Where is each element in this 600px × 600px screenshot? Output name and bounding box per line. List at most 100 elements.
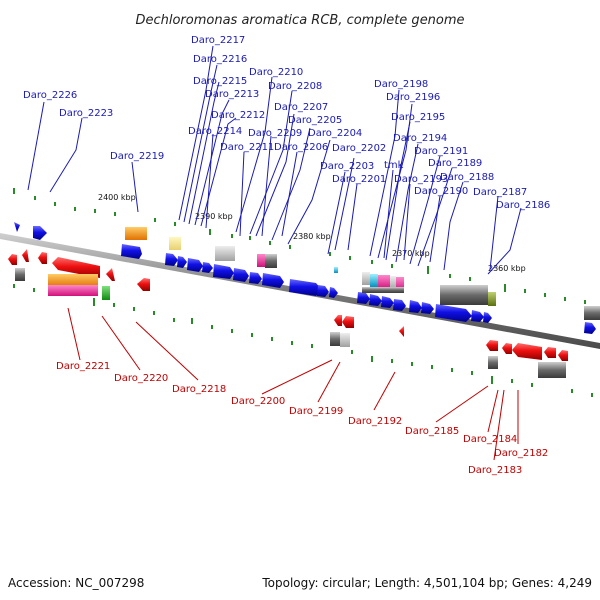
gene-arrow-reverse[interactable] <box>334 315 342 326</box>
gene-arrow-reverse[interactable] <box>558 350 568 361</box>
gene-arrow-reverse[interactable] <box>8 254 17 265</box>
gene-arrow-reverse[interactable] <box>38 252 47 264</box>
feature-block-green[interactable] <box>102 286 110 300</box>
feature-block-yellow[interactable] <box>169 237 181 250</box>
gene-arrow-forward[interactable] <box>584 322 596 334</box>
gene-arrow-forward[interactable] <box>483 312 492 323</box>
gene-arrow-forward[interactable] <box>33 226 47 240</box>
feature-block-gray[interactable] <box>330 332 340 346</box>
gene-label[interactable]: Daro_2226 <box>23 90 77 101</box>
gene-label[interactable]: Daro_2193 <box>394 174 448 185</box>
gene-arrow-forward[interactable] <box>14 222 20 232</box>
feature-block-gray[interactable] <box>584 306 600 320</box>
feature-block-gray[interactable] <box>215 246 235 261</box>
gene-arrow-forward[interactable] <box>187 258 203 272</box>
gene-label[interactable]: Daro_2223 <box>59 108 113 119</box>
gene-label[interactable]: Daro_2206 <box>274 142 328 153</box>
gene-arrow-forward[interactable] <box>202 262 213 273</box>
gene-arrow-reverse[interactable] <box>106 268 115 281</box>
feature-block-light[interactable] <box>390 276 396 290</box>
gene-label[interactable]: Daro_2215 <box>193 76 247 87</box>
gene-arrow-forward[interactable] <box>369 294 382 306</box>
gene-label[interactable]: Daro_2191 <box>414 146 468 157</box>
gene-arrow-reverse[interactable] <box>512 343 542 360</box>
gene-arrow-forward[interactable] <box>471 310 484 322</box>
gene-label[interactable]: Daro_2220 <box>114 373 168 384</box>
gene-arrow-forward[interactable] <box>357 292 370 304</box>
gene-label[interactable]: Daro_2219 <box>110 151 164 162</box>
gene-label[interactable]: Daro_2190 <box>414 186 468 197</box>
gene-label[interactable]: Daro_2196 <box>386 92 440 103</box>
gene-label[interactable]: Daro_2189 <box>428 158 482 169</box>
gene-arrow-forward[interactable] <box>121 244 142 259</box>
gene-arrow-reverse[interactable] <box>544 347 556 358</box>
gene-label[interactable]: Daro_2182 <box>494 448 548 459</box>
gene-label[interactable]: Daro_2194 <box>393 133 447 144</box>
gene-arrow-reverse[interactable] <box>486 340 498 351</box>
gene-label[interactable]: Daro_2204 <box>308 128 362 139</box>
gene-arrow-reverse[interactable] <box>137 278 150 291</box>
gene-label[interactable]: Daro_2213 <box>205 89 259 100</box>
gene-label[interactable]: Daro_2187 <box>473 187 527 198</box>
gene-arrow-reverse[interactable] <box>399 326 404 337</box>
gene-label[interactable]: Daro_2209 <box>248 128 302 139</box>
gene-arrow-forward[interactable] <box>381 296 394 308</box>
feature-block-gray[interactable] <box>362 287 404 293</box>
feature-block-cyan[interactable] <box>370 274 378 287</box>
gene-label[interactable]: Daro_2184 <box>463 434 517 445</box>
feature-block-pink[interactable] <box>48 285 98 296</box>
gene-arrow-forward[interactable] <box>213 264 234 279</box>
gene-label[interactable]: Daro_2192 <box>348 416 402 427</box>
gene-arrow-reverse[interactable] <box>342 316 354 328</box>
gene-arrow-forward[interactable] <box>262 273 284 288</box>
gene-arrow-forward[interactable] <box>421 302 434 314</box>
feature-block-pink[interactable] <box>378 275 390 289</box>
gene-label[interactable]: tmk <box>384 160 404 171</box>
gene-label[interactable]: Daro_2201 <box>332 174 386 185</box>
feature-block-gray[interactable] <box>265 254 277 268</box>
gene-arrow-reverse[interactable] <box>502 343 512 354</box>
feature-block-gray[interactable] <box>488 356 498 369</box>
gene-arrow-forward[interactable] <box>329 287 338 298</box>
gene-label[interactable]: Daro_2221 <box>56 361 110 372</box>
gene-label[interactable]: Daro_2214 <box>188 126 242 137</box>
feature-block-gray[interactable] <box>15 268 25 281</box>
gene-arrow-reverse[interactable] <box>52 257 100 278</box>
gene-arrow-forward[interactable] <box>177 256 187 268</box>
feature-block-orange[interactable] <box>125 227 147 240</box>
gene-arrow-forward[interactable] <box>393 299 406 311</box>
gene-arrow-forward[interactable] <box>233 268 249 282</box>
gene-label[interactable]: Daro_2200 <box>231 396 285 407</box>
gene-arrow-forward[interactable] <box>435 304 472 322</box>
gene-label[interactable]: Daro_2186 <box>496 200 550 211</box>
gene-label[interactable]: Daro_2208 <box>268 81 322 92</box>
feature-block-olive[interactable] <box>488 292 496 306</box>
gene-arrow-reverse[interactable] <box>22 249 29 262</box>
gene-label[interactable]: Daro_2183 <box>468 465 522 476</box>
gene-label[interactable]: Daro_2216 <box>193 54 247 65</box>
gene-arrow-forward[interactable] <box>289 279 322 296</box>
feature-block-gray[interactable] <box>538 362 566 378</box>
feature-block-cyan[interactable] <box>334 267 338 273</box>
gene-label[interactable]: Daro_2205 <box>288 115 342 126</box>
feature-block-gray[interactable] <box>440 285 488 305</box>
gene-label[interactable]: Daro_2211 <box>220 142 274 153</box>
gene-label[interactable]: Daro_2185 <box>405 426 459 437</box>
gene-label[interactable]: Daro_2207 <box>274 102 328 113</box>
gene-arrow-forward[interactable] <box>409 300 422 313</box>
gene-arrow-forward[interactable] <box>165 253 178 266</box>
gene-arrow-forward[interactable] <box>249 272 262 284</box>
gene-label[interactable]: Daro_2218 <box>172 384 226 395</box>
feature-block-pink[interactable] <box>257 254 265 267</box>
feature-block-light[interactable] <box>340 333 350 347</box>
gene-label[interactable]: Daro_2188 <box>440 172 494 183</box>
gene-label[interactable]: Daro_2212 <box>211 110 265 121</box>
gene-label[interactable]: Daro_2195 <box>391 112 445 123</box>
gene-arrow-forward[interactable] <box>317 285 329 297</box>
feature-block-pink[interactable] <box>396 277 404 291</box>
gene-label[interactable]: Daro_2202 <box>332 143 386 154</box>
gene-label[interactable]: Daro_2198 <box>374 79 428 90</box>
gene-label[interactable]: Daro_2217 <box>191 35 245 46</box>
gene-label[interactable]: Daro_2199 <box>289 406 343 417</box>
gene-label[interactable]: Daro_2210 <box>249 67 303 78</box>
